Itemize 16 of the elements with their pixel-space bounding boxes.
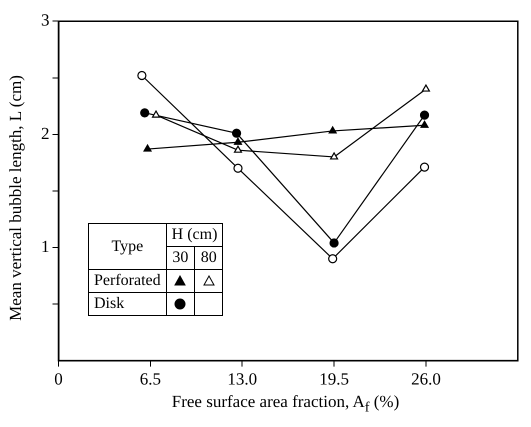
annotation: Disk <box>88 292 166 316</box>
annotation: H (cm) <box>166 224 223 246</box>
annotation: 30 <box>166 246 195 270</box>
annotation: Perforated <box>88 270 166 292</box>
x-axis-title: Free surface area fraction, A$_{f}$ (%) <box>170 392 400 416</box>
x-tick-label: 0 <box>54 369 63 388</box>
x-tick-label: 26.0 <box>411 369 441 388</box>
y-tick-label: 1 <box>41 236 50 256</box>
y-tick-label: 3 <box>41 10 50 30</box>
annotation: 80 <box>194 246 223 270</box>
y-tick-label: 2 <box>41 124 50 143</box>
x-tick-label: 6.5 <box>140 369 161 388</box>
annotation: Type <box>88 224 166 270</box>
y-axis-title: Mean vertical bubble length, L (cm) <box>6 74 26 323</box>
x-tick-label: 19.5 <box>319 369 349 388</box>
x-tick-label: 13.0 <box>227 369 258 388</box>
